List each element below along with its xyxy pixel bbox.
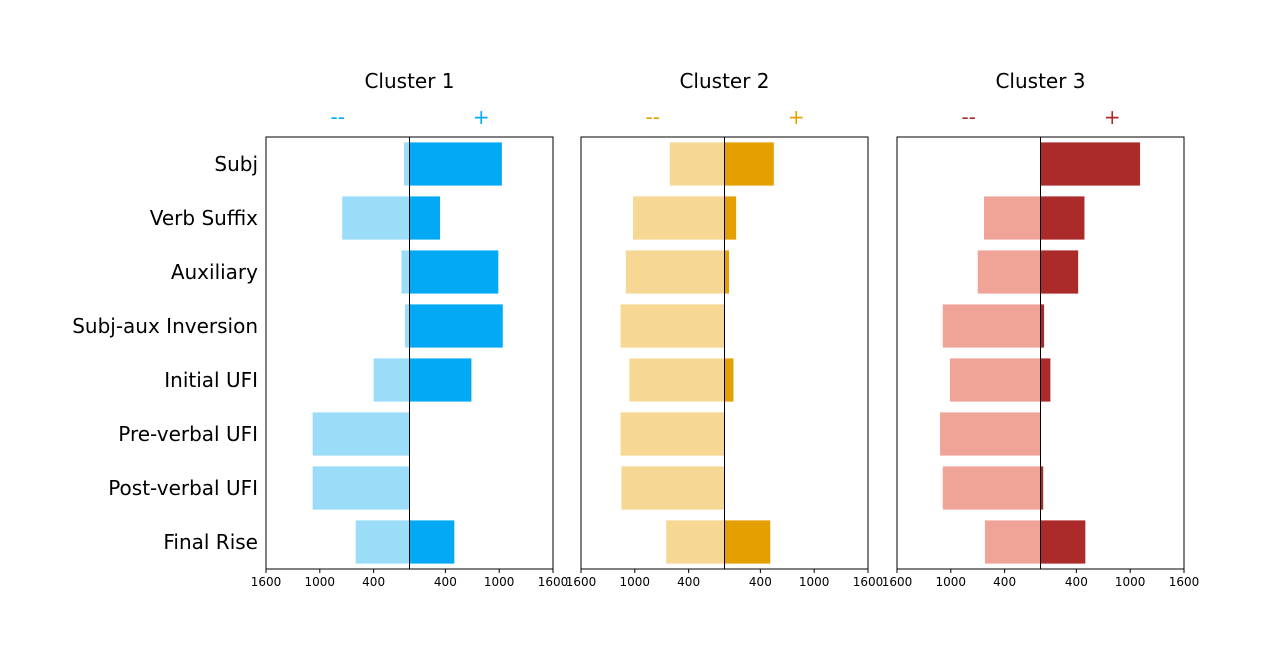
category-label: Pre-verbal UFI	[118, 422, 258, 446]
bar-positive	[1040, 466, 1044, 510]
negative-sign-label: --	[331, 105, 345, 129]
positive-sign-label: +	[1104, 105, 1121, 129]
bar-positive	[409, 250, 499, 294]
positive-sign-label: +	[473, 105, 490, 129]
bar-negative	[401, 250, 410, 294]
x-tick-label: 1600	[882, 575, 913, 589]
category-label: Auxiliary	[171, 260, 258, 284]
x-tick-label: 1000	[1115, 575, 1146, 589]
bar-positive	[724, 142, 774, 186]
bar-positive	[409, 358, 472, 402]
category-label: Post-verbal UFI	[108, 476, 258, 500]
bar-positive	[1040, 358, 1051, 402]
category-label: Final Rise	[163, 530, 258, 554]
bar-negative	[373, 358, 410, 402]
bar-positive	[409, 520, 455, 564]
bar-negative	[625, 250, 725, 294]
bar-positive	[724, 358, 734, 402]
panel-title: Cluster 2	[679, 69, 769, 93]
x-tick-label: 1600	[566, 575, 597, 589]
bar-positive	[409, 304, 503, 348]
bar-negative	[620, 304, 725, 348]
x-tick-label: 1000	[620, 575, 651, 589]
bar-negative	[983, 196, 1041, 240]
bar-negative	[312, 466, 410, 510]
bar-positive	[724, 250, 729, 294]
bar-positive	[1040, 520, 1086, 564]
x-tick-label: 1600	[853, 575, 884, 589]
negative-sign-label: --	[646, 105, 660, 129]
bar-positive	[409, 196, 440, 240]
panel-title: Cluster 1	[364, 69, 454, 93]
x-tick-label: 400	[362, 575, 385, 589]
x-tick-label: 400	[434, 575, 457, 589]
category-label: Initial UFI	[164, 368, 258, 392]
x-tick-label: 400	[749, 575, 772, 589]
bar-positive	[1040, 142, 1141, 186]
bar-negative	[977, 250, 1041, 294]
bar-negative	[942, 466, 1041, 510]
category-label: Verb Suffix	[150, 206, 258, 230]
bar-negative	[342, 196, 410, 240]
bar-negative	[404, 142, 410, 186]
bar-positive	[409, 142, 502, 186]
positive-sign-label: +	[788, 105, 805, 129]
negative-sign-label: --	[962, 105, 976, 129]
bar-negative	[620, 412, 725, 456]
x-tick-label: 1000	[484, 575, 515, 589]
bar-negative	[633, 196, 725, 240]
x-tick-label: 1000	[799, 575, 830, 589]
x-tick-label: 1600	[251, 575, 282, 589]
x-tick-label: 1600	[538, 575, 569, 589]
bar-positive	[1040, 196, 1085, 240]
bar-negative	[949, 358, 1041, 402]
bar-positive	[1040, 304, 1045, 348]
x-tick-label: 400	[677, 575, 700, 589]
bar-negative	[355, 520, 410, 564]
category-label: Subj-aux Inversion	[72, 314, 258, 338]
bar-negative	[405, 304, 410, 348]
bar-negative	[942, 304, 1041, 348]
bar-negative	[940, 412, 1041, 456]
x-tick-label: 400	[993, 575, 1016, 589]
bar-negative	[984, 520, 1041, 564]
bar-positive	[724, 520, 771, 564]
bar-positive	[724, 196, 737, 240]
x-tick-label: 1000	[936, 575, 967, 589]
bar-negative	[621, 466, 725, 510]
bar-positive	[1040, 250, 1079, 294]
x-tick-label: 1600	[1169, 575, 1200, 589]
bar-negative	[666, 520, 725, 564]
x-tick-label: 400	[1065, 575, 1088, 589]
x-tick-label: 1000	[305, 575, 336, 589]
bar-negative	[629, 358, 725, 402]
bar-negative	[312, 412, 410, 456]
panel-title: Cluster 3	[995, 69, 1085, 93]
bar-negative	[669, 142, 725, 186]
category-label: Subj	[214, 152, 258, 176]
